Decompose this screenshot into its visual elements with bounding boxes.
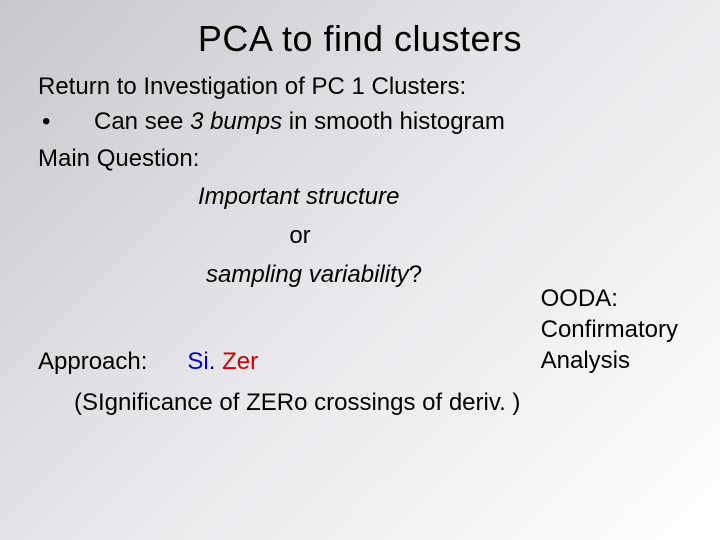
main-question: Main Question: xyxy=(38,142,682,177)
slide-title: PCA to find clusters xyxy=(38,18,682,60)
bullet-italic: 3 bumps xyxy=(190,108,282,135)
ooda-line-1: OODA: xyxy=(541,283,678,314)
ooda-line-3: Analysis xyxy=(541,345,678,376)
important-structure: Important structure xyxy=(38,180,682,215)
bullet-prefix: Can see xyxy=(94,108,190,135)
question-mark: ? xyxy=(409,261,422,288)
ooda-line-2: Confirmatory xyxy=(541,314,678,345)
approach-label: Approach: xyxy=(38,348,147,375)
paren-line: (SIgnificance of ZERo crossings of deriv… xyxy=(38,386,682,421)
bullet-dot: • xyxy=(38,105,94,140)
sizer-zer: Zer xyxy=(222,348,258,375)
line-return: Return to Investigation of PC 1 Clusters… xyxy=(38,70,682,105)
sizer-word: Si. Zer xyxy=(187,348,258,375)
bullet-suffix: in smooth histogram xyxy=(282,108,505,135)
bullet-line: • Can see 3 bumps in smooth histogram xyxy=(38,105,682,140)
sizer-si: Si. xyxy=(187,348,222,375)
sampling-variability: sampling variability xyxy=(206,261,409,288)
slide-root: PCA to find clusters Return to Investiga… xyxy=(0,0,720,540)
or-text: or xyxy=(38,219,682,254)
ooda-annotation: OODA: Confirmatory Analysis xyxy=(541,283,678,377)
bullet-text: Can see 3 bumps in smooth histogram xyxy=(94,105,505,140)
